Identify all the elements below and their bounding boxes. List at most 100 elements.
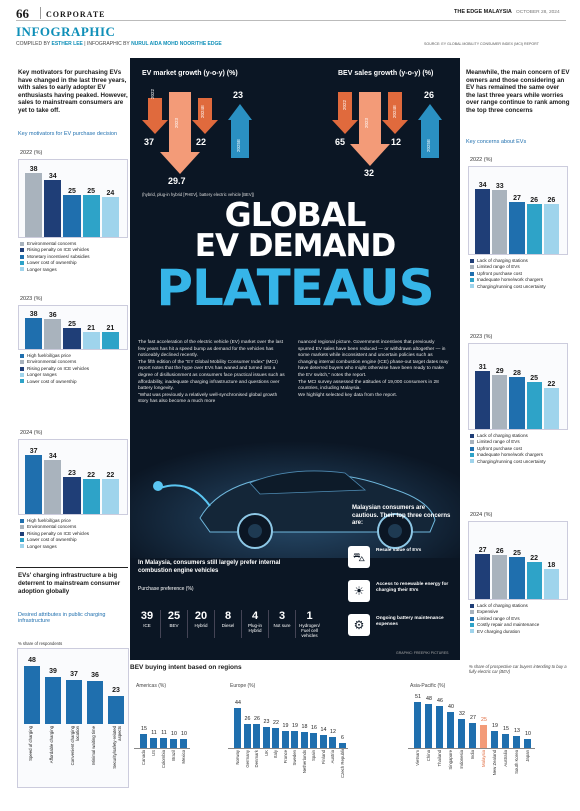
bev-value: 22 xyxy=(273,720,279,726)
bev-country: Italy xyxy=(273,750,278,758)
bev-bar xyxy=(310,733,317,748)
bev-country: Denmark xyxy=(254,750,259,768)
chart-bar xyxy=(543,568,559,599)
concern-text: Access to renewable energy for charging … xyxy=(376,582,449,593)
center-panel: EV market growth (y-o-y) (%) BEV sales g… xyxy=(130,58,460,660)
chart-bar xyxy=(492,555,508,599)
bev-sales-arrows xyxy=(332,92,442,166)
bev-country: France xyxy=(282,750,288,764)
legend-swatch xyxy=(20,379,24,384)
bev-value-2025: 26 xyxy=(424,90,435,100)
brand: THE EDGE MALAYSIA xyxy=(454,9,512,15)
bev-bar xyxy=(480,725,487,748)
pref-value: 1 xyxy=(306,610,313,622)
headline-line3: PLATEAUS xyxy=(156,259,434,317)
bev-bar xyxy=(150,738,157,748)
ev-car-illustration xyxy=(130,428,460,558)
legend-label: Rising penalty on ICE vehicles xyxy=(27,365,90,371)
bev-value: 23 xyxy=(263,719,270,726)
bev-bar xyxy=(447,711,454,748)
pref-item: 8 Diesel xyxy=(215,610,242,638)
legend-label: Upfront purchase cost xyxy=(477,445,522,451)
chart-box: 31 29 28 25 22 xyxy=(468,343,568,430)
legend-item: Lack of charging stations xyxy=(470,603,570,609)
chart-bar xyxy=(509,202,525,254)
charging-label: Affordable charging xyxy=(49,726,54,764)
bev-country: Japan xyxy=(525,750,530,762)
bev-value: 18 xyxy=(301,723,308,730)
bev-country: China xyxy=(426,750,431,762)
chart-bar xyxy=(475,188,491,254)
chart-bar xyxy=(25,317,43,349)
chart-bar xyxy=(44,180,62,237)
legend-item: Lower cost of ownership xyxy=(20,379,130,385)
bev-value: 44 xyxy=(235,700,241,706)
legend-swatch xyxy=(470,610,474,615)
chart-bar xyxy=(44,319,62,349)
chart-value: 26 xyxy=(547,196,556,204)
bev-bar xyxy=(414,701,421,748)
chart-box: 38 34 25 25 24 xyxy=(18,159,128,238)
chart-legend: High fuel/oil/gas price Environmental con… xyxy=(20,518,130,550)
credits: COMPILED BY ESTHER LEE | INFOGRAPHIC BY … xyxy=(16,41,222,47)
legend-swatch xyxy=(20,248,24,253)
pref-value: 4 xyxy=(251,610,259,622)
legend-label: Longer ranges xyxy=(27,372,57,378)
bev-country: Singapore xyxy=(448,750,453,770)
pref-label: Not sure xyxy=(273,623,291,628)
charging-subtitle: Desired attributes in public charging in… xyxy=(18,612,106,624)
bev-axis xyxy=(134,748,190,749)
chart-box: 34 33 27 26 26 xyxy=(468,166,568,255)
bev-country: New Zealand xyxy=(492,750,497,776)
bev-year-2025: 2025E xyxy=(426,138,431,152)
bev-axis xyxy=(408,748,535,749)
concern-text: Ongoing battery maintenance expenses xyxy=(376,616,444,627)
chart-value: 37 xyxy=(29,447,38,455)
headline-line1: GLOBAL xyxy=(224,195,367,234)
chart-bar xyxy=(82,478,100,514)
legend-label: Rising penalty on ICE vehicles xyxy=(27,530,90,536)
legend-swatch xyxy=(470,623,474,627)
legend-item: Lack of charging stations xyxy=(470,258,570,264)
arrow-2023 xyxy=(160,92,200,174)
legend-item: EV charging duration xyxy=(470,629,570,635)
bev-arrow-2022 xyxy=(332,92,358,134)
legend-item: Upfront purchase cost xyxy=(470,446,570,452)
chart-value: 25 xyxy=(68,321,76,329)
bev-bar xyxy=(291,730,298,748)
chart-bar xyxy=(101,331,119,349)
legend-label: Limited range of EVs xyxy=(477,439,520,445)
chart-value: 25 xyxy=(87,188,96,196)
bev-bar xyxy=(170,738,177,748)
chart-value: 26 xyxy=(530,196,539,204)
concern-text: Resale value of EVs xyxy=(376,548,422,553)
chart-bar xyxy=(25,454,43,514)
bev-year-2023: 2023 xyxy=(364,117,369,128)
legend-swatch xyxy=(470,603,474,608)
charging-bar xyxy=(45,677,61,724)
chart-bar xyxy=(492,190,508,254)
bev-region-label: Europe (%) xyxy=(230,683,256,689)
chart-value: 38 xyxy=(29,310,38,318)
chart-bar xyxy=(101,196,119,237)
chart-value: 18 xyxy=(547,561,556,569)
legend-label: Inadequate home/work chargers xyxy=(477,277,543,283)
bev-value: 10 xyxy=(181,730,187,737)
legend-swatch xyxy=(20,254,24,259)
pref-label: BEV xyxy=(169,623,179,628)
legend-label: Longer ranges xyxy=(27,266,57,272)
chart-bar xyxy=(526,562,542,599)
legend-item: Lower cost of ownership xyxy=(20,260,130,266)
bev-bar xyxy=(524,738,531,748)
legend-label: Limited range of EVs xyxy=(477,615,520,621)
chart-value: 29 xyxy=(495,367,504,375)
bev-bar xyxy=(281,730,289,748)
legend-swatch xyxy=(470,284,474,289)
legend-swatch xyxy=(470,440,474,445)
legend-label: Environmental concerns xyxy=(27,241,77,246)
pref-item: 25 BEV xyxy=(161,610,188,638)
bev-value: 13 xyxy=(514,728,520,735)
legend-item: Charging/running cost uncertainty xyxy=(470,459,570,465)
concern-item: ☀ Access to renewable energy for charging… xyxy=(348,578,458,612)
chart-value: 22 xyxy=(87,471,96,479)
